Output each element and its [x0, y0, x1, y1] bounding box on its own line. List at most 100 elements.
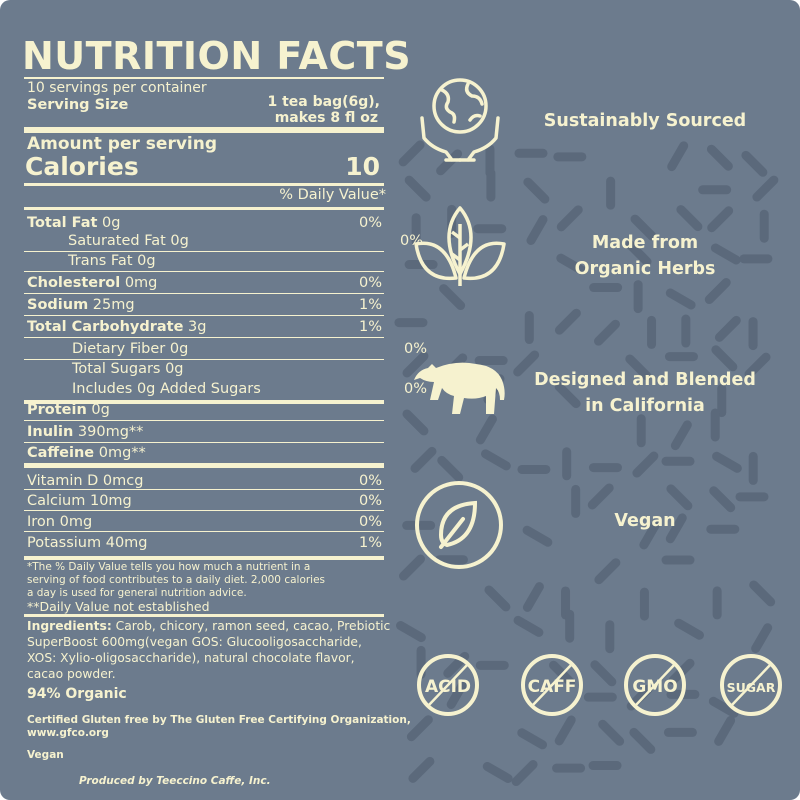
divider [24, 337, 384, 338]
nutrient-daily-value: 0% [403, 381, 427, 397]
feature-line: Organic Herbs [574, 259, 716, 279]
nutrient-row: Vitamin D 0mcg 0% [27, 471, 382, 491]
feature-line: in California [585, 396, 705, 416]
divider [24, 207, 384, 210]
feature-organic-herbs: Made from Organic Herbs [520, 230, 770, 282]
pattern-dash [598, 719, 625, 746]
divider [24, 463, 384, 468]
pattern-dash [484, 585, 511, 612]
amount-per-serving: Amount per serving [27, 134, 218, 154]
nutrient-name: Vitamin D 0mcg [27, 473, 144, 489]
pattern-dash [751, 623, 773, 654]
nutrient-name: Cholesterol [27, 275, 121, 291]
pattern-dash [594, 558, 621, 585]
nutrient-amount: 3g [183, 319, 207, 335]
pattern-dash [523, 177, 550, 204]
pattern-dash [446, 679, 468, 710]
ingredients-line-1: Carob, chicory, ramon seed, cacao, Prebi… [111, 619, 391, 633]
divider [24, 614, 384, 617]
footnote-line-1: *The % Daily Value tells you how much a … [27, 561, 311, 573]
nutrient-daily-value: 1% [358, 297, 382, 313]
pattern-dash [744, 352, 771, 379]
nutrient-row: Inulin 390mg** [27, 422, 382, 442]
pattern-dash [706, 144, 733, 171]
feature-sustainably-sourced: Sustainably Sourced [520, 108, 770, 134]
pattern-dash [406, 715, 433, 742]
nutrient-row: Protein 0g [27, 400, 382, 420]
nutrient-daily-value: 0% [358, 275, 382, 291]
pattern-dash [517, 728, 548, 750]
pattern-dash [554, 382, 581, 409]
badge-label: ACID [425, 677, 471, 697]
nutrient-name: Caffeine [27, 445, 95, 461]
pattern-dash [522, 582, 544, 612]
pattern-dash [402, 351, 429, 378]
daily-value-header: % Daily Value* [279, 187, 386, 203]
nutrient-amount: 390mg** [73, 424, 144, 440]
pattern-dash [590, 660, 617, 687]
nutrient-daily-value: 1% [358, 535, 382, 551]
nutrient-row: Dietary Fiber 0g 0% [27, 339, 427, 359]
nutrient-daily-value: 1% [358, 319, 382, 335]
pattern-dash [708, 696, 739, 718]
pattern-dash [526, 215, 548, 245]
pattern-dash [709, 486, 736, 513]
servings-per-container: 10 servings per container [27, 80, 207, 96]
divider [24, 510, 384, 511]
nutrient-row: Cholesterol 0mg 0% [27, 273, 382, 293]
nutrient-amount: 25mg [88, 297, 135, 313]
divider [24, 183, 384, 186]
footnote-line-3: a day is used for general nutrition advi… [27, 587, 247, 599]
ingredients-label: Ingredients: [27, 619, 112, 633]
pattern-dash [665, 513, 687, 544]
pattern-dash [475, 414, 497, 445]
nutrient-row: Sodium 25mg 1% [27, 295, 382, 315]
nutrient-row: Iron 0mg 0% [27, 512, 382, 532]
pattern-dash [404, 175, 431, 202]
pattern-dash [666, 484, 693, 511]
feature-line: Vegan [614, 511, 676, 531]
nutrient-daily-value: 0% [358, 473, 382, 489]
footnote-line-4: **Daily Value not established [27, 599, 210, 614]
nutrition-facts-title: NUTRITION FACTS [22, 34, 412, 78]
divider [24, 442, 384, 443]
pattern-dash [674, 618, 704, 640]
pattern-dash [396, 621, 426, 643]
pattern-dash [625, 354, 652, 381]
pattern-dash [714, 315, 741, 342]
nutrient-daily-value: 0% [358, 514, 382, 530]
pattern-dash [667, 141, 689, 172]
feature-vegan: Vegan [520, 508, 770, 534]
divider [24, 420, 384, 421]
pattern-dash [670, 420, 692, 451]
thick-divider [24, 127, 384, 133]
organic-percentage: 94% Organic [27, 686, 127, 702]
pattern-dash [513, 615, 544, 637]
nutrient-row: Trans Fat 0g [27, 251, 423, 271]
divider [24, 315, 384, 316]
divider [24, 359, 384, 360]
nutrient-name: Dietary Fiber 0g [72, 341, 189, 357]
no-sugar-badge: SUGAR [720, 654, 782, 716]
pattern-dash [398, 140, 425, 167]
pattern-dash [439, 284, 466, 311]
pattern-dash [752, 175, 779, 202]
nutrient-name: Total Fat [27, 215, 98, 231]
nutrient-daily-value: 0% [358, 215, 382, 231]
nutrient-row: Includes 0g Added Sugars 0% [27, 379, 427, 399]
pattern-dash [632, 451, 659, 478]
nutrient-name: Sodium [27, 297, 89, 313]
serving-size-value-2: makes 8 fl oz [274, 110, 378, 126]
pattern-dash [629, 727, 656, 754]
pattern-dash [712, 451, 742, 473]
nutrient-name: Saturated Fat 0g [68, 233, 189, 249]
vegan-note: Vegan [27, 749, 64, 761]
nutrient-row: Potassium 40mg 1% [27, 533, 382, 553]
globe-in-hands-icon [420, 78, 500, 162]
pattern-dash [625, 240, 652, 267]
nutrient-name: Includes 0g Added Sugars [72, 381, 261, 397]
nutrient-name: Potassium 40mg [27, 535, 148, 551]
pattern-dash [556, 253, 587, 275]
pattern-dash [554, 715, 576, 746]
divider [24, 271, 384, 272]
